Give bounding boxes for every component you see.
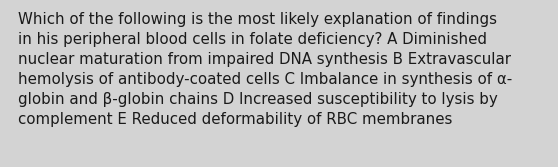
- Text: Which of the following is the most likely explanation of findings
in his periphe: Which of the following is the most likel…: [18, 12, 512, 127]
